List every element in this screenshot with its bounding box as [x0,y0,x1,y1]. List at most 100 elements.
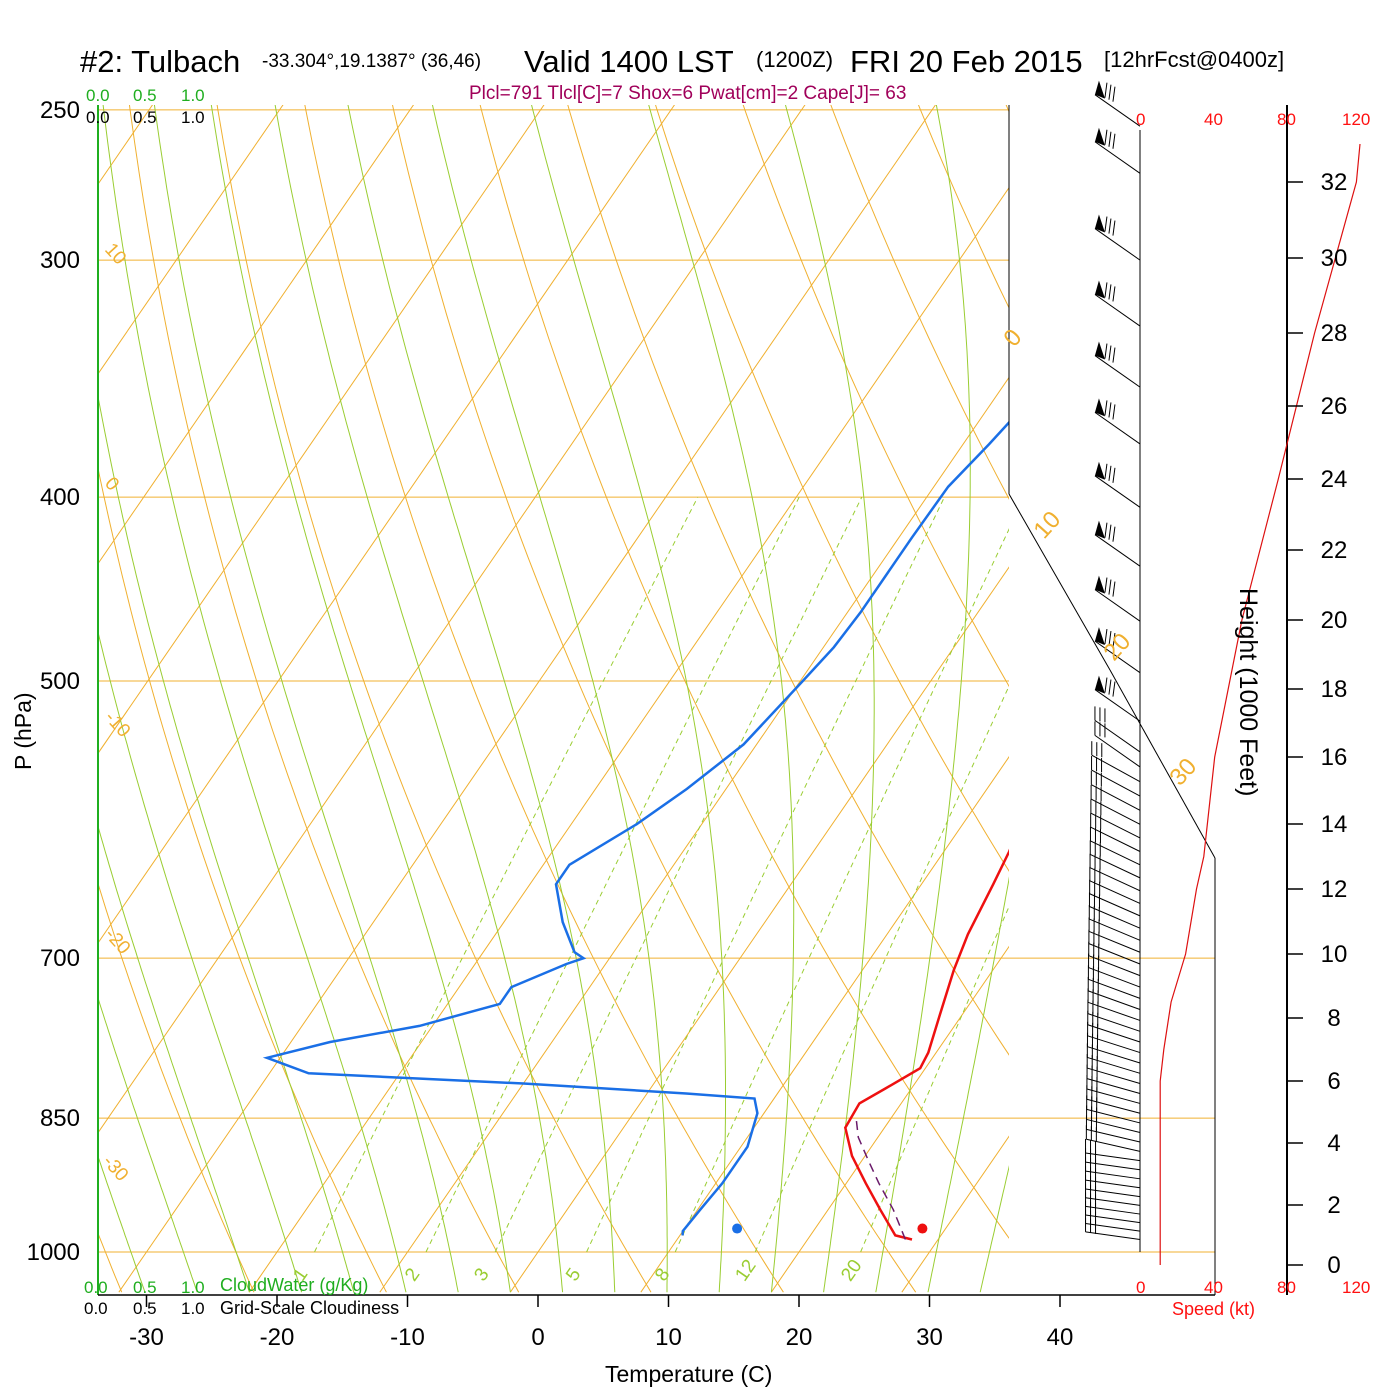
wind-barb-staff [1085,1214,1141,1224]
temperature-trace [843,848,1009,1241]
dry-adiabat [655,105,1009,872]
pressure-tick-label: 500 [40,668,80,695]
wind-barb-staff [1087,1067,1141,1084]
isobar-lines [98,109,1215,1253]
height-tick-label: 32 [1321,169,1348,196]
mixing-ratio-label: 2 [401,1265,424,1286]
wind-barb-staff [1088,943,1141,965]
wind-barb-pennant [1094,461,1105,480]
wind-barb-staff [1094,141,1141,174]
wind-barb-feather [1108,84,1112,100]
wind-barb-staff [1094,734,1141,768]
dry-adiabat [742,105,1009,688]
height-tick-label: 10 [1321,941,1348,968]
wind-barb-staff [1088,990,1141,1010]
height-tick-label: 0 [1327,1252,1340,1279]
temperature-ticks: -30 -20 -10 0 10 20 30 40 [129,1295,1073,1351]
temperature-tick-label: 0 [531,1324,544,1351]
wind-barb-staff [1087,1046,1141,1064]
dry-adiabat [1341,76,1400,1292]
wind-barb-feather [1104,343,1108,359]
wind-barb-staff [1087,1001,1141,1021]
wind-barb-staff [1094,228,1141,261]
moist-adiabat [102,105,407,1293]
moist-adiabat [98,629,303,1293]
speed-label: Speed (kt) [1172,1299,1255,1319]
wind-barb-staff [1094,589,1141,622]
surface-temperature-dot [917,1223,928,1234]
wind-barb-feather [1112,86,1116,102]
wind-barb-feather [1104,129,1108,145]
wind-barb-staff [1085,1188,1141,1198]
wind-barb-staff [1086,1108,1141,1124]
wind-barb-feather [1104,282,1108,298]
mixing-ratio-label: 5 [562,1265,585,1286]
wind-barb-staff [1087,1013,1141,1032]
wind-barb-staff [1085,1170,1141,1180]
wind-barb-staff [1089,893,1141,917]
height-tick-label: 8 [1327,1005,1340,1032]
isotherm-line [98,105,545,755]
moist-adiabat [98,996,198,1293]
height-tick-label: 12 [1321,876,1348,903]
moist-adiabat [98,1155,146,1293]
mixing-ratio-label: 20 [837,1256,866,1285]
bottom-cloudwater-1: 1.0 [181,1278,205,1297]
mixing-ratio-line [314,496,699,1253]
wind-barb-staff [1094,719,1141,753]
isotherm-label: 0 [100,473,123,495]
wind-barb-staff [1089,880,1141,904]
isotherm-line [98,105,284,375]
wind-barb-feather [1112,286,1116,302]
wind-barb-pennant [1094,627,1105,646]
moist-adiabat [98,393,355,1293]
temperature-tick-label: 40 [1047,1324,1074,1351]
isotherm-line [248,186,1009,1293]
top-cloudwater-0: 0.0 [86,86,110,105]
isotherm-line [98,105,676,944]
wind-barb-feather [1112,467,1116,483]
cloudwater-label: CloudWater (g/Kg) [220,1275,368,1295]
pressure-tick-label: 300 [40,247,80,274]
wind-barb-feather [1108,131,1112,147]
wind-barb-pennant [1094,280,1105,299]
top-cloudiness-05: 0.5 [133,108,157,127]
wind-barb-staff [1085,1161,1141,1171]
wind-barb-feather [1104,677,1108,693]
bottom-speed-120: 120 [1342,1278,1370,1297]
wind-barb-staff [1091,754,1141,783]
wind-barb-staff [1087,1035,1141,1054]
wind-barb-feather [1108,679,1112,695]
wind-barb-feather [1104,216,1108,232]
wind-barb-staff [1085,1222,1141,1232]
height-tick-label: 22 [1321,537,1348,564]
temperature-tick-label: -30 [129,1324,164,1351]
isotherm-label: 0 [998,324,1027,352]
wind-barb-feather [1112,633,1116,649]
moist-adiabat [274,105,564,1293]
mixing-ratio-line [586,496,945,1253]
moist-adiabat [648,105,795,1293]
mixing-ratio-lines: 1 2 3 5 8 12 20 [289,496,1009,1286]
cloudiness-label: Grid-Scale Cloudiness [220,1298,399,1318]
height-tick-label: 6 [1327,1068,1340,1095]
isotherm-line [509,566,1009,1293]
wind-barb-pennant [1094,341,1105,360]
isotherm-line [1163,76,1400,1292]
wind-speed-line [1159,143,1361,1265]
wind-barb-staff [1087,1024,1141,1043]
wind-barb-feather [1104,522,1108,538]
forecast-date: FRI 20 Feb 2015 [850,44,1083,79]
wind-barb-pennant [1094,80,1105,99]
height-tick-label: 28 [1321,320,1348,347]
height-tick-label: 26 [1321,393,1348,420]
dry-adiabat [304,105,784,1293]
height-tick-label: 2 [1327,1192,1340,1219]
bottom-speed-40: 40 [1204,1278,1223,1297]
moist-adiabat [153,105,459,1293]
top-cloudiness-1: 1.0 [181,108,205,127]
wind-barb-feather [1108,579,1112,595]
isotherm-line [98,105,415,565]
wind-barb-staff [1085,1197,1141,1206]
